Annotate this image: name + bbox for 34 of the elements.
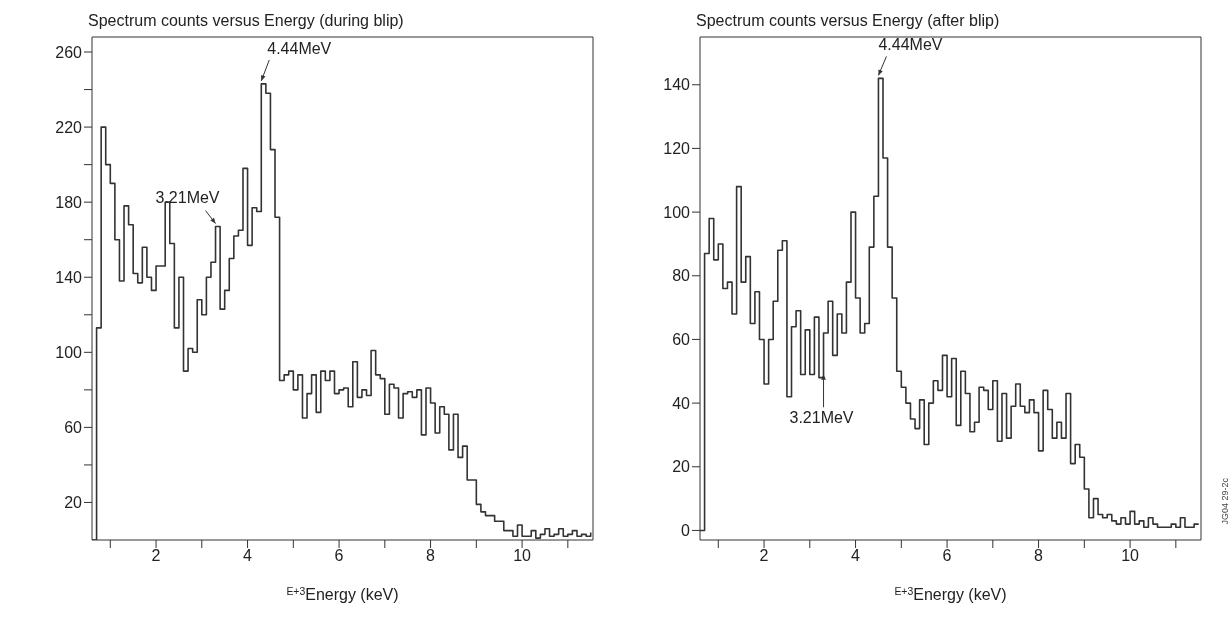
y-tick-label: 80 [672,267,691,285]
x-tick-label: 10 [513,547,532,565]
y-tick-label: 20 [64,494,83,512]
x-tick-label: 4 [243,547,253,565]
x-tick-label: 10 [1121,547,1140,565]
annotation: 3.21MeV [789,409,854,427]
y-tick-label: 180 [55,193,83,211]
y-tick-label: 120 [663,140,691,158]
y-tick-label: 60 [64,419,83,437]
y-tick-label: 100 [55,343,83,361]
annotation: 3.21MeV [155,188,220,206]
y-tick-label: 100 [663,203,691,221]
x-axis-title: $^{E+3}$Energy (keV) [894,585,1007,603]
x-tick-label: 8 [426,547,436,565]
x-tick-label: 4 [851,547,861,565]
x-tick-label: 6 [334,547,344,565]
chart-title: Spectrum counts versus Energy (after blip) [696,12,1000,30]
chart-title: Spectrum counts versus Energy (during blip) [88,12,404,30]
x-tick-label: 8 [1034,547,1044,565]
y-tick-label: 140 [663,76,691,94]
y-tick-label: 140 [55,268,83,286]
y-tick-label: 220 [55,118,83,136]
y-tick-label: 260 [55,43,83,61]
x-axis-title: $^{E+3}$Energy (keV) [286,585,399,603]
text: JG04 29-2c [1220,478,1229,525]
y-tick-label: 0 [681,522,691,540]
y-tick-label: 60 [672,331,691,349]
annotation: 4.44MeV [267,39,332,57]
annotation: 4.44MeV [878,36,943,54]
y-tick-label: 20 [672,458,691,476]
y-tick-label: 40 [672,394,691,412]
x-tick-label: 2 [759,547,769,565]
x-tick-label: 6 [942,547,952,565]
x-tick-label: 2 [151,547,161,565]
